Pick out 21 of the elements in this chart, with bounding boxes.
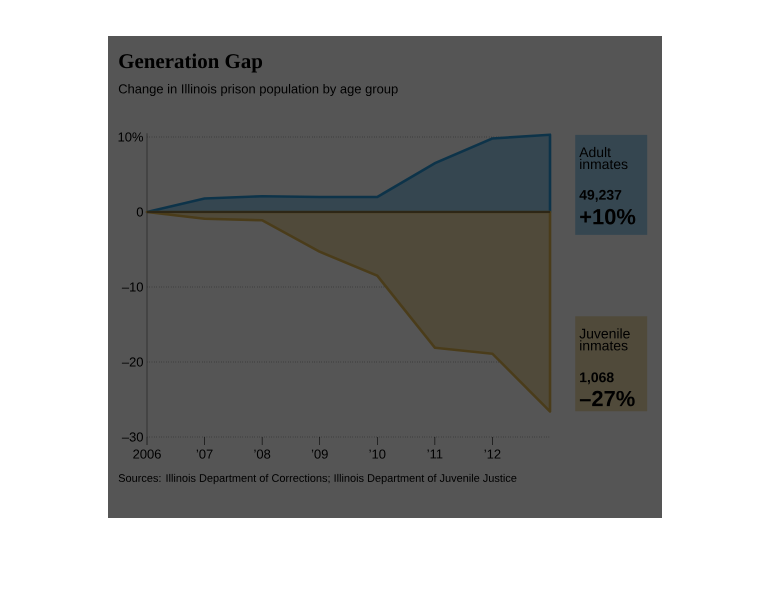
text: 49,237 bbox=[579, 190, 622, 202]
x-tick-label: ’10 bbox=[369, 450, 386, 459]
source-note: Sources: Illinois Department of Corrections; Illinois Department of Juvenile Justice bbox=[118, 474, 516, 484]
x-tick-label: 2006 bbox=[133, 450, 161, 459]
x-tick-label: ’11 bbox=[428, 450, 442, 458]
x-tick-label: ’09 bbox=[312, 450, 328, 459]
text: Juvenile inmates bbox=[579, 328, 630, 350]
text: 1,068 bbox=[580, 372, 614, 384]
x-tick-label: ’12 bbox=[484, 450, 500, 459]
chart-subtitle: Change in Illinois prison population by age group bbox=[118, 84, 398, 96]
text: Adult inmates bbox=[579, 146, 628, 170]
y-tick-label: 0 bbox=[136, 207, 143, 217]
x-tick-label: ’07 bbox=[196, 450, 213, 459]
chart-title: Generation Gap bbox=[119, 54, 262, 72]
x-tick-label: ’08 bbox=[254, 450, 270, 459]
y-tick-label: –30 bbox=[122, 432, 143, 442]
y-tick-label: –20 bbox=[122, 357, 143, 367]
y-tick-label: 10% bbox=[118, 132, 144, 142]
text: +10% bbox=[580, 208, 636, 224]
text: –27% bbox=[580, 390, 635, 406]
y-tick-label: –10 bbox=[122, 282, 143, 292]
